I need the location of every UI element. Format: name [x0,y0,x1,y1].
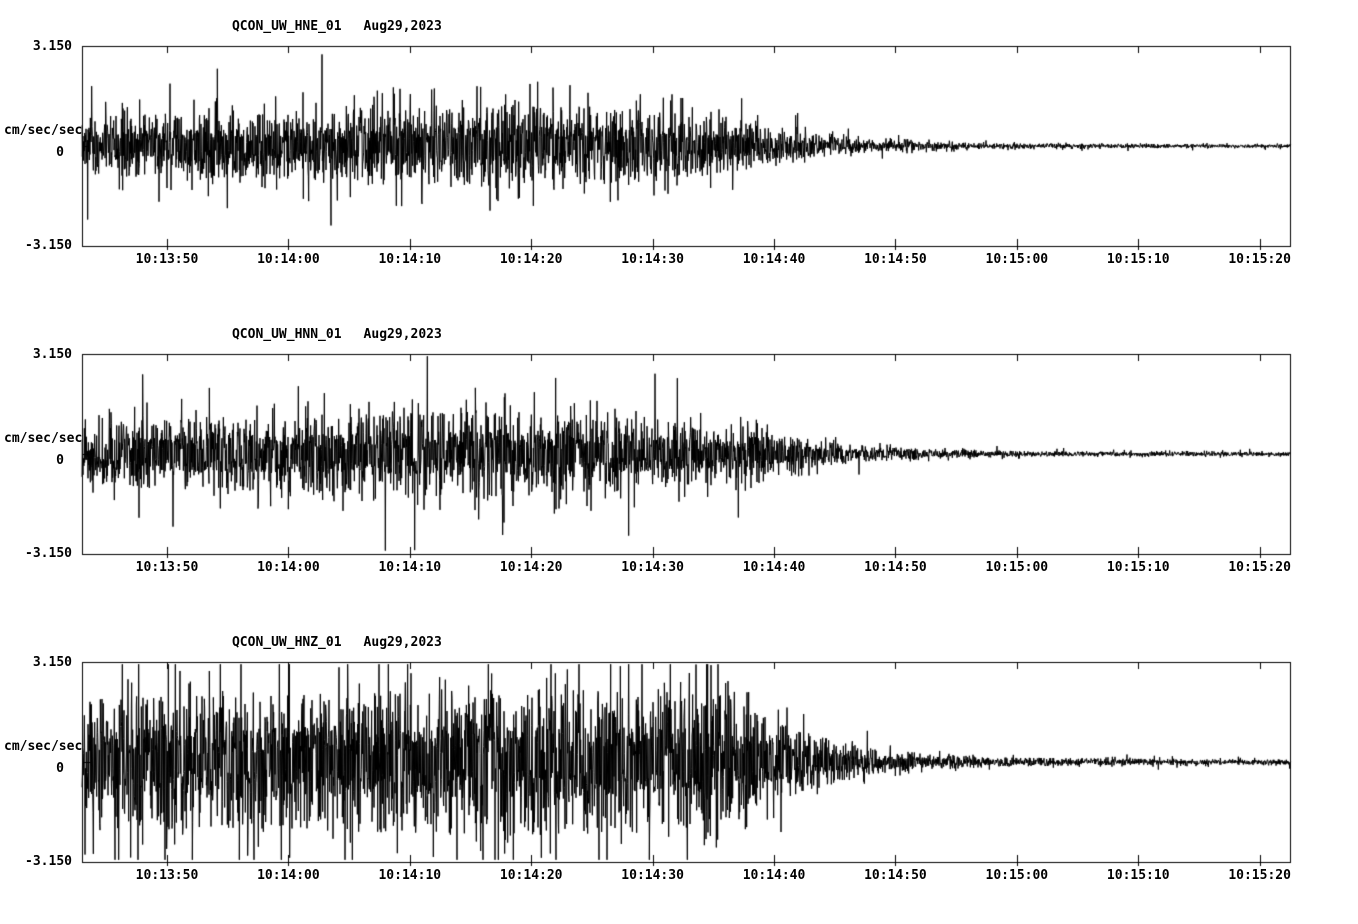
seismogram-canvas-hne [0,0,1358,308]
date-label: Aug29,2023 [363,19,442,34]
x-tick-label: 10:14:00 [257,252,320,267]
y-zero-label: 0 [56,761,64,776]
x-tick-label: 10:14:10 [378,868,442,883]
x-tick-label: 10:14:20 [499,868,563,883]
x-tick-label: 10:14:50 [864,868,927,883]
x-tick-label: 10:14:10 [378,560,442,575]
x-tick-label: 10:14:50 [864,252,927,267]
x-tick-label: 10:15:10 [1106,252,1170,267]
y-max-label: 3.150 [32,347,72,362]
x-tick-label: 10:15:00 [985,560,1049,575]
x-tick-label: 10:14:10 [378,252,442,267]
y-zero-label: 0 [56,453,64,468]
panel-title: QCON_UW_HNN_01 Aug29,2023 [185,312,442,357]
x-tick-label: 10:14:50 [864,560,927,575]
panel-title: QCON_UW_HNE_01 Aug29,2023 [185,4,442,49]
x-axis-tick-labels: 10:13:50 10:14:00 10:14:10 10:14:20 10:14:30… [0,868,1358,886]
panel-title: QCON_UW_HNZ_01 Aug29,2023 [185,620,442,665]
y-min-label: -3.150 [25,238,72,253]
x-tick-label: 10:14:30 [621,560,684,575]
station-channel-label: QCON_UW_HNZ_01 [231,635,342,650]
x-axis-tick-labels: 10:13:50 10:14:00 10:14:10 10:14:20 10:14:30… [0,560,1358,578]
x-tick-label: 10:14:30 [621,252,684,267]
x-tick-label: 10:13:50 [135,868,199,883]
x-tick-label: 10:14:00 [257,560,320,575]
seismogram-panel-hnn: QCON_UW_HNN_01 Aug29,2023 3.150 cm/sec/se… [0,308,1358,616]
x-tick-label: 10:13:50 [135,252,199,267]
x-tick-label: 10:15:20 [1228,252,1291,267]
x-tick-label: 10:14:30 [621,868,684,883]
x-tick-label: 10:14:20 [499,560,563,575]
x-tick-label: 10:14:40 [742,560,806,575]
x-tick-label: 10:13:50 [135,560,199,575]
x-tick-label: 10:15:20 [1228,868,1291,883]
x-tick-label: 10:15:00 [985,868,1049,883]
seismogram-canvas-hnn [0,308,1358,616]
x-tick-label: 10:15:10 [1106,560,1170,575]
x-tick-label: 10:14:40 [742,252,806,267]
date-label: Aug29,2023 [363,327,442,342]
date-label: Aug29,2023 [363,635,442,650]
x-tick-label: 10:14:20 [499,252,563,267]
y-axis-units-label: cm/sec/sec [4,123,83,138]
x-tick-label: 10:15:00 [985,252,1049,267]
station-channel-label: QCON_UW_HNE_01 [231,19,342,34]
y-min-label: -3.150 [25,546,72,561]
station-channel-label: QCON_UW_HNN_01 [231,327,342,342]
y-max-label: 3.150 [32,655,72,670]
y-axis-units-label: cm/sec/sec [4,739,83,754]
seismogram-canvas-hnz [0,616,1358,924]
x-tick-label: 10:15:10 [1106,868,1170,883]
y-min-label: -3.150 [25,854,72,869]
x-tick-label: 10:15:20 [1228,560,1291,575]
y-max-label: 3.150 [32,39,72,54]
x-tick-label: 10:14:40 [742,868,806,883]
y-zero-label: 0 [56,145,64,160]
seismogram-panel-hne: QCON_UW_HNE_01 Aug29,2023 3.150 cm/sec/se… [0,0,1358,308]
x-axis-tick-labels: 10:13:50 10:14:00 10:14:10 10:14:20 10:14:30… [0,252,1358,270]
y-axis-units-label: cm/sec/sec [4,431,83,446]
x-tick-label: 10:14:00 [257,868,320,883]
seismogram-panel-hnz: QCON_UW_HNZ_01 Aug29,2023 3.150 cm/sec/se… [0,616,1358,924]
